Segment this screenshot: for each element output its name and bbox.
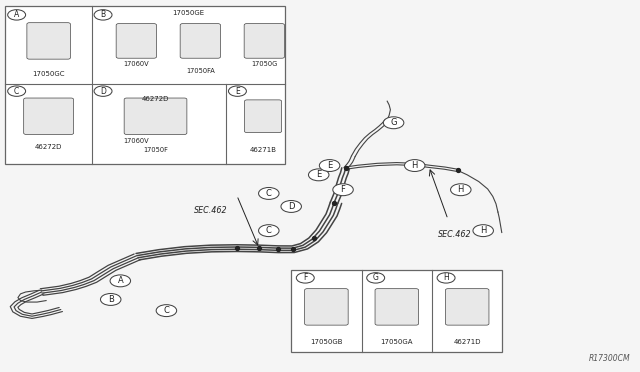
Circle shape <box>8 86 26 96</box>
Text: B: B <box>108 295 114 304</box>
Text: SEC.462: SEC.462 <box>195 206 228 215</box>
Bar <box>5 6 285 164</box>
Circle shape <box>94 10 112 20</box>
FancyBboxPatch shape <box>24 98 74 134</box>
Text: C: C <box>14 87 19 96</box>
Text: 17050GC: 17050GC <box>33 71 65 77</box>
Bar <box>291 270 502 352</box>
Circle shape <box>319 160 340 171</box>
Text: D: D <box>100 87 106 96</box>
Text: 17060V: 17060V <box>124 138 149 144</box>
Text: E: E <box>316 170 321 179</box>
Text: H: H <box>444 273 449 282</box>
Text: F: F <box>303 273 307 282</box>
FancyBboxPatch shape <box>244 100 282 133</box>
Circle shape <box>333 184 353 196</box>
Text: F: F <box>340 185 346 194</box>
Text: 46271B: 46271B <box>250 147 276 153</box>
Text: H: H <box>458 185 464 194</box>
Circle shape <box>451 184 471 196</box>
Circle shape <box>100 294 121 305</box>
Text: 17050GA: 17050GA <box>381 339 413 345</box>
Circle shape <box>473 225 493 237</box>
Circle shape <box>156 305 177 317</box>
Text: C: C <box>266 226 272 235</box>
Circle shape <box>94 86 112 96</box>
FancyBboxPatch shape <box>445 289 489 325</box>
Circle shape <box>308 169 329 181</box>
FancyBboxPatch shape <box>305 289 348 325</box>
Text: C: C <box>163 306 170 315</box>
Text: 17050GB: 17050GB <box>310 339 342 345</box>
Text: G: G <box>390 118 397 127</box>
Circle shape <box>404 160 425 171</box>
FancyBboxPatch shape <box>124 98 187 134</box>
Circle shape <box>296 273 314 283</box>
Text: G: G <box>372 273 379 282</box>
Circle shape <box>8 10 26 20</box>
Text: 46272D: 46272D <box>35 144 62 150</box>
Text: H: H <box>412 161 418 170</box>
Text: 17050FA: 17050FA <box>186 68 214 74</box>
Text: 46271D: 46271D <box>454 339 481 345</box>
Text: 17050F: 17050F <box>143 147 168 153</box>
Circle shape <box>367 273 385 283</box>
Circle shape <box>281 201 301 212</box>
Circle shape <box>259 187 279 199</box>
Text: B: B <box>100 10 106 19</box>
Circle shape <box>259 225 279 237</box>
FancyBboxPatch shape <box>27 23 70 59</box>
Text: 46272D: 46272D <box>142 96 169 102</box>
Text: E: E <box>235 87 240 96</box>
FancyBboxPatch shape <box>116 24 157 58</box>
FancyBboxPatch shape <box>375 289 419 325</box>
Text: R17300CM: R17300CM <box>589 354 630 363</box>
Text: A: A <box>118 276 123 285</box>
Text: D: D <box>288 202 294 211</box>
Text: A: A <box>14 10 19 19</box>
Text: E: E <box>327 161 332 170</box>
Text: 17050GE: 17050GE <box>172 10 204 16</box>
Text: H: H <box>480 226 486 235</box>
Text: 17060V: 17060V <box>124 61 149 67</box>
FancyBboxPatch shape <box>244 24 285 58</box>
Circle shape <box>383 117 404 129</box>
FancyBboxPatch shape <box>180 24 220 58</box>
Text: SEC.462: SEC.462 <box>438 230 471 239</box>
Text: 17050G: 17050G <box>251 61 278 67</box>
Circle shape <box>110 275 131 287</box>
Circle shape <box>437 273 455 283</box>
Text: C: C <box>266 189 272 198</box>
Circle shape <box>228 86 246 96</box>
